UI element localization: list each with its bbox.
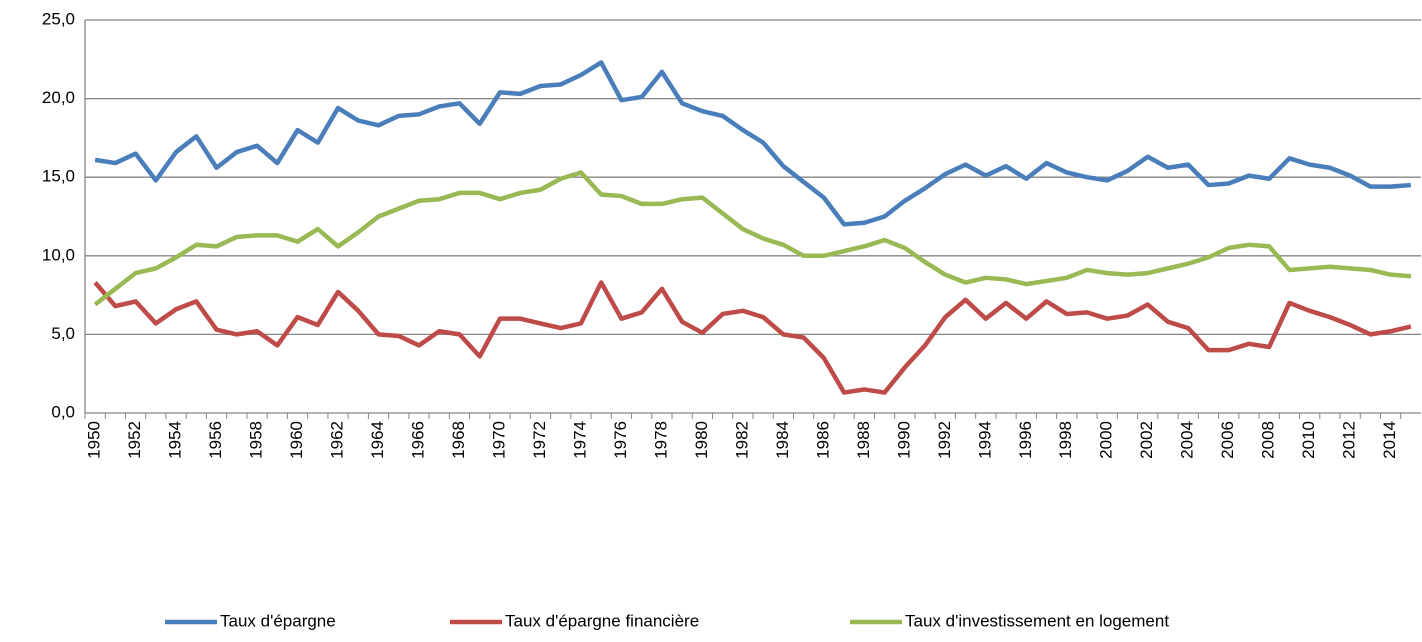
x-tick-label: 1952 — [125, 421, 144, 459]
legend-label: Taux d'épargne financière — [505, 611, 699, 630]
x-tick-label: 1984 — [773, 421, 792, 459]
x-tick-label: 2012 — [1340, 421, 1359, 459]
x-tick-label: 1990 — [894, 421, 913, 459]
x-tick-label: 2006 — [1218, 421, 1237, 459]
x-tick-label: 1960 — [287, 421, 306, 459]
legend-label: Taux d'investissement en logement — [905, 611, 1169, 630]
y-tick-label: 25,0 — [42, 9, 75, 28]
x-tick-label: 2002 — [1137, 421, 1156, 459]
y-tick-label: 5,0 — [51, 324, 75, 343]
y-tick-label: 20,0 — [42, 88, 75, 107]
x-tick-label: 1972 — [530, 421, 549, 459]
x-tick-label: 1998 — [1056, 421, 1075, 459]
x-tick-label: 1988 — [854, 421, 873, 459]
x-tick-label: 1978 — [651, 421, 670, 459]
x-tick-label: 2008 — [1259, 421, 1278, 459]
x-tick-label: 1950 — [85, 421, 104, 459]
legend-label: Taux d'épargne — [220, 611, 336, 630]
x-tick-label: 2010 — [1299, 421, 1318, 459]
x-tick-label: 1976 — [611, 421, 630, 459]
x-tick-label: 1980 — [692, 421, 711, 459]
y-tick-label: 10,0 — [42, 245, 75, 264]
series-line — [93, 170, 1412, 307]
x-tick-label: 1992 — [935, 421, 954, 459]
x-tick-label: 1958 — [247, 421, 266, 459]
x-tick-label: 1970 — [489, 421, 508, 459]
x-tick-label: 2000 — [1097, 421, 1116, 459]
x-tick-label: 2004 — [1178, 421, 1197, 459]
x-tick-label: 1974 — [570, 421, 589, 459]
x-tick-label: 1968 — [449, 421, 468, 459]
x-tick-label: 2014 — [1380, 421, 1399, 459]
y-tick-label: 15,0 — [42, 167, 75, 186]
x-tick-label: 1986 — [813, 421, 832, 459]
x-tick-label: 1982 — [732, 421, 751, 459]
x-tick-label: 1954 — [166, 421, 185, 459]
series-line — [93, 280, 1412, 395]
x-tick-label: 1962 — [328, 421, 347, 459]
x-tick-label: 1956 — [206, 421, 225, 459]
x-tick-label: 1996 — [1016, 421, 1035, 459]
y-tick-label: 0,0 — [51, 402, 75, 421]
x-tick-label: 1994 — [975, 421, 994, 459]
series-line — [94, 60, 1412, 227]
x-tick-label: 1966 — [408, 421, 427, 459]
x-tick-label: 1964 — [368, 421, 387, 459]
